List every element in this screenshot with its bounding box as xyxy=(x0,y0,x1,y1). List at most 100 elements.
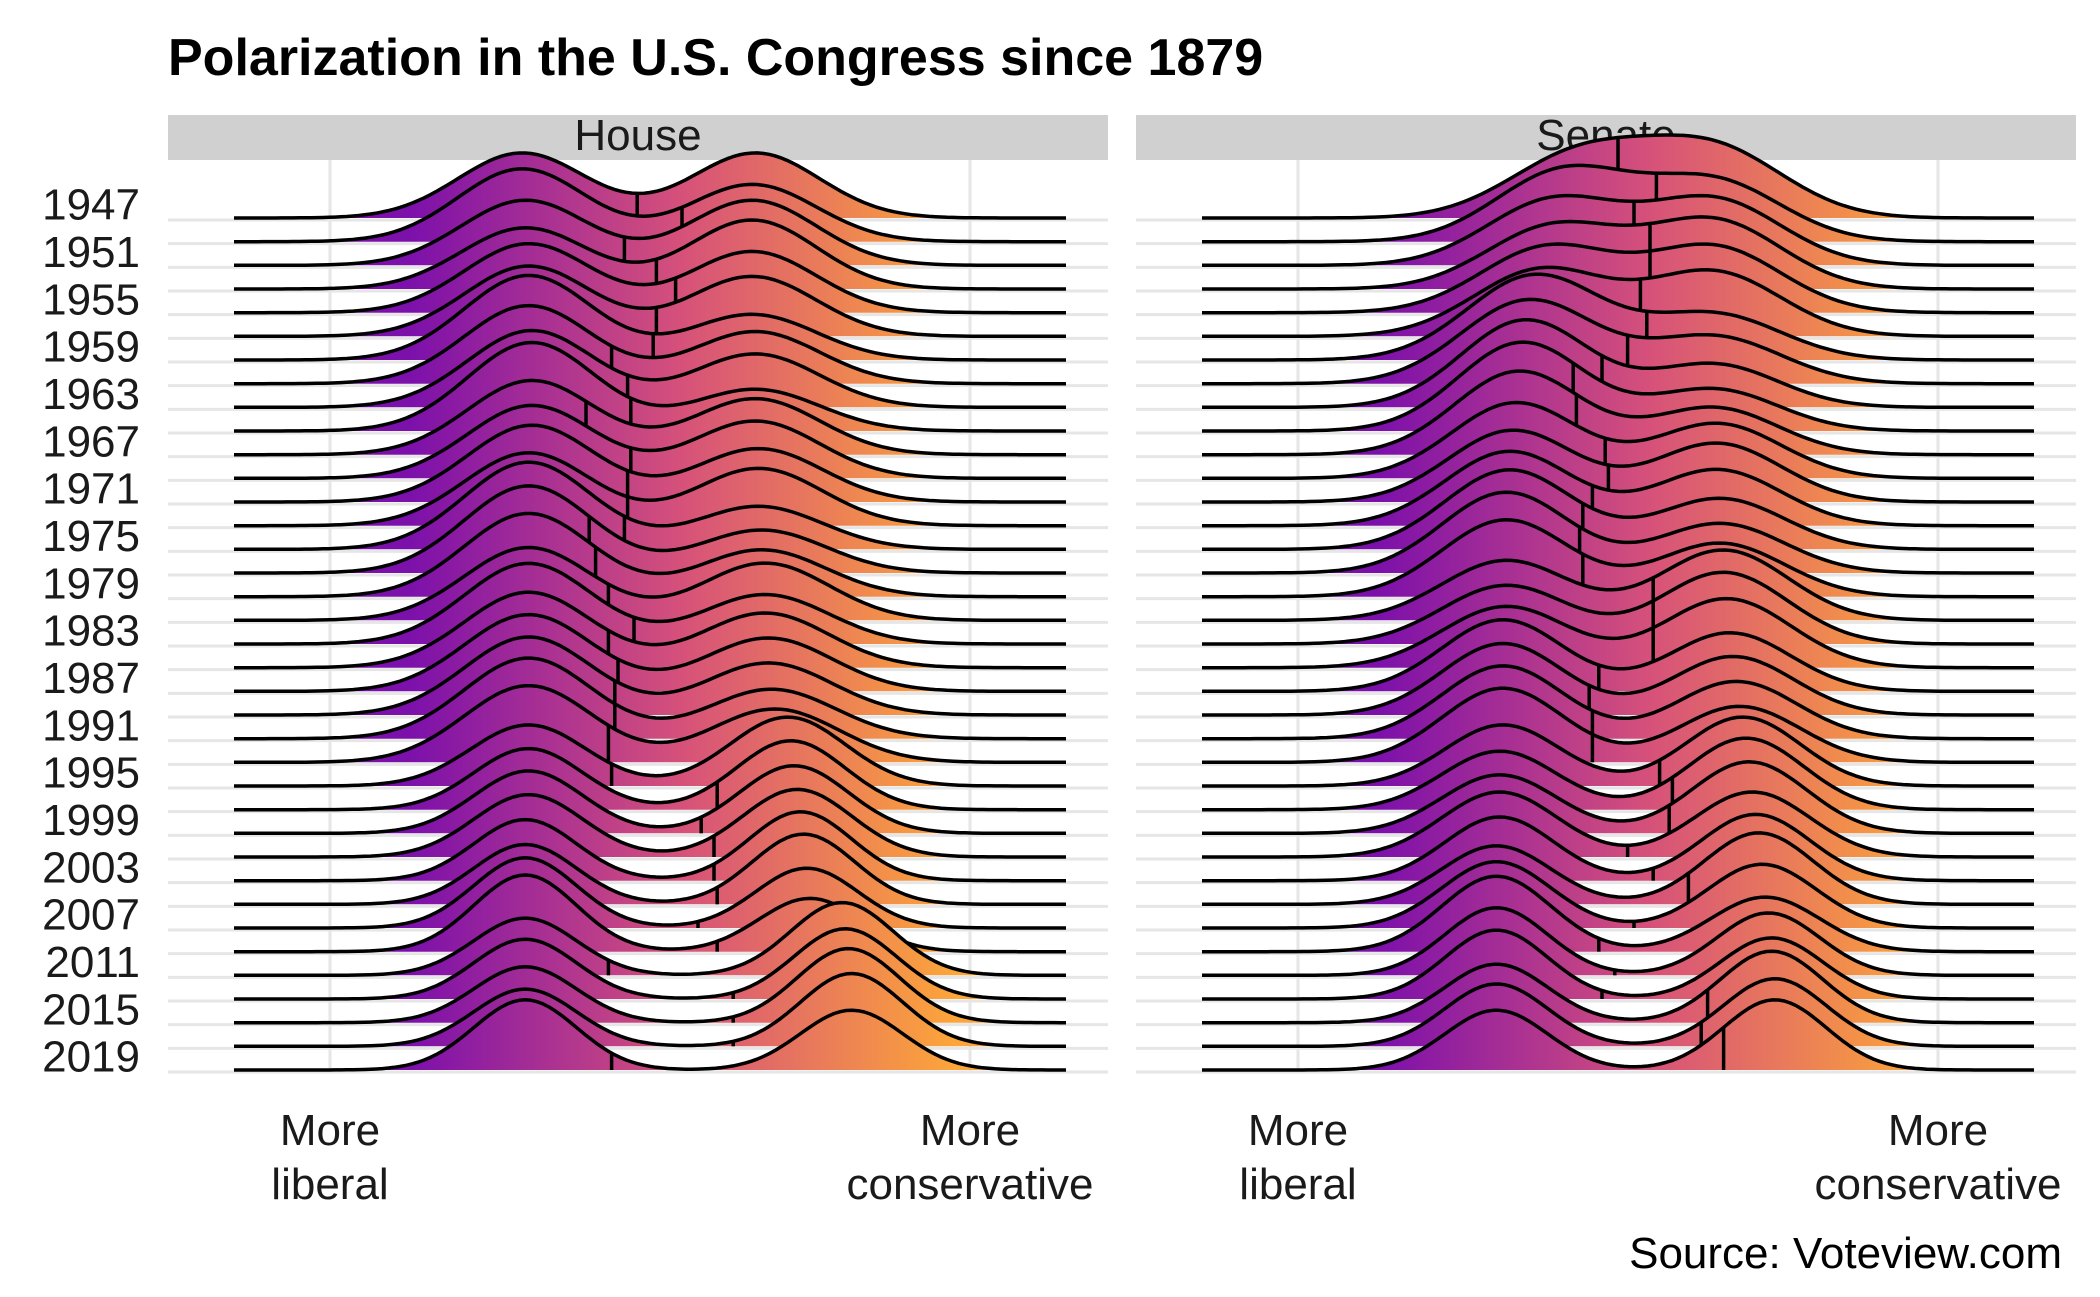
ridge-fill xyxy=(1202,619,2034,692)
ridge-fill xyxy=(1202,861,2034,928)
ridge-2015 xyxy=(1202,949,2034,1025)
ridge-outline xyxy=(234,971,1066,1049)
y-tick-label: 2011 xyxy=(45,938,140,987)
ridge-outline xyxy=(1202,297,2034,386)
ridge-fill xyxy=(234,563,1066,644)
ridge-outline xyxy=(1202,193,2034,268)
x-label-conservative-line: conservative xyxy=(1814,1160,2061,1209)
y-tick-label: 1999 xyxy=(42,796,140,845)
ridge-fill xyxy=(1202,598,2034,668)
ridge-outline xyxy=(1202,400,2034,481)
ridge-outline xyxy=(234,873,1066,954)
ridge-fill xyxy=(234,275,1066,360)
ridge-outline xyxy=(234,656,1066,741)
ridge-fill xyxy=(1202,814,2034,881)
ridge-outline xyxy=(234,545,1066,623)
ridge-outline xyxy=(234,635,1066,717)
ridge-outline xyxy=(1202,998,2034,1072)
ridge-1995 xyxy=(1202,715,2034,788)
ridge-outline xyxy=(1202,906,2034,978)
ridge-outline xyxy=(1202,928,2034,1001)
ridge-2011 xyxy=(1202,906,2034,978)
ridge-fill xyxy=(234,152,1066,218)
ridge-fill xyxy=(234,168,1066,242)
ridge-1997 xyxy=(234,739,1066,812)
ridge-2003 xyxy=(234,810,1066,883)
y-tick-label: 2003 xyxy=(42,843,140,892)
x-label-conservative-line: More xyxy=(920,1106,1020,1155)
ridge-outline xyxy=(234,273,1066,362)
ridge-fill xyxy=(234,266,1066,337)
y-tick-label: 1979 xyxy=(42,559,140,608)
ridge-fill xyxy=(1202,299,2034,384)
panels-layer: HouseMoreliberalMoreconservativeSenateMo… xyxy=(168,111,2076,1209)
ridge-outline xyxy=(234,715,1066,788)
ridge-outline xyxy=(234,403,1066,481)
ridge-outline xyxy=(234,998,1066,1072)
ridge-outline xyxy=(234,764,1066,836)
ridge-fill xyxy=(234,513,1066,597)
ridge-2011 xyxy=(234,900,1066,978)
ridge-1947 xyxy=(234,151,1066,220)
ridge-outline xyxy=(1202,163,2034,244)
ridge-outline xyxy=(1202,215,2034,291)
panel-house: House More liberal More conservative xyxy=(168,111,1108,1209)
ridge-2009 xyxy=(1202,874,2034,954)
x-label-liberal-line: liberal xyxy=(1239,1160,1356,1209)
ridge-outline xyxy=(1202,468,2034,552)
y-tick-label: 1987 xyxy=(42,654,140,703)
ridge-fill xyxy=(234,452,1066,526)
ridge-2007 xyxy=(234,856,1066,930)
ridge-outline xyxy=(234,946,1066,1025)
ridge-2013 xyxy=(1202,928,2034,1001)
ridge-fill xyxy=(1202,738,2034,810)
ridge-fill xyxy=(1202,274,2034,360)
ridge-outline xyxy=(1202,340,2034,433)
ridge-2019 xyxy=(234,998,1066,1072)
ridge-fill xyxy=(1202,519,2034,597)
ridge-outline xyxy=(1202,272,2034,362)
ridge-outline xyxy=(234,451,1066,528)
y-tick-label: 1995 xyxy=(42,749,140,798)
y-tick-label: 1963 xyxy=(42,370,140,419)
ridge-fill xyxy=(1202,907,2034,976)
ridge-outline xyxy=(1202,317,2034,410)
y-tick-label: 1947 xyxy=(42,181,140,230)
x-label-liberal-line: liberal xyxy=(271,1160,388,1209)
y-tick-label: 1951 xyxy=(42,228,140,277)
ridge-fill xyxy=(1202,451,2034,526)
strip-background-house xyxy=(168,115,1108,160)
ridge-fill xyxy=(234,425,1066,502)
ridge-outline xyxy=(1202,686,2034,765)
ridge-outline xyxy=(1202,265,2034,339)
ridge-1987 xyxy=(1202,618,2034,694)
ridge-outline xyxy=(234,484,1066,575)
ridge-fill xyxy=(1202,832,2034,905)
ridge-fill xyxy=(1202,978,2034,1047)
ridge-1993 xyxy=(234,683,1066,765)
y-tick-label: 1971 xyxy=(42,465,140,514)
ridge-fill xyxy=(1202,999,2034,1070)
ridge-2009 xyxy=(234,873,1066,954)
ridge-outline xyxy=(1202,449,2034,528)
ridge-outline xyxy=(1202,790,2034,859)
ridge-fill xyxy=(234,685,1066,763)
ridges xyxy=(234,151,1066,1072)
ridge-1959 xyxy=(234,273,1066,362)
ridge-fill xyxy=(234,462,1066,550)
ridge-outline xyxy=(234,151,1066,220)
y-tick-label: 2019 xyxy=(42,1033,140,1082)
ridge-outline xyxy=(1202,369,2034,457)
ridge-outline xyxy=(234,590,1066,670)
ridge-outline xyxy=(234,198,1066,268)
ridge-outline xyxy=(234,460,1066,552)
ridge-2005 xyxy=(234,832,1066,907)
ridge-fill xyxy=(1202,492,2034,573)
ridge-outline xyxy=(1202,874,2034,954)
ridge-outline xyxy=(234,378,1066,457)
ridge-outline xyxy=(234,832,1066,907)
ridge-outline xyxy=(234,856,1066,930)
y-tick-label: 1955 xyxy=(42,275,140,324)
